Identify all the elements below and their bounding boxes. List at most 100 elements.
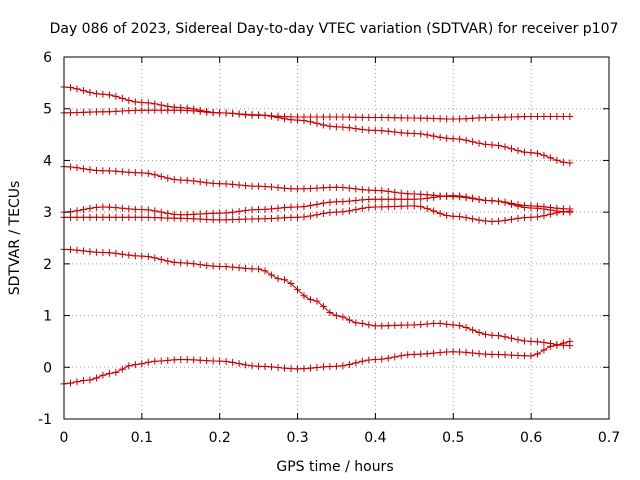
data-point xyxy=(99,167,107,175)
data-point xyxy=(196,178,204,186)
data-point xyxy=(339,208,347,216)
data-point xyxy=(66,163,74,171)
y-tick-label: 5 xyxy=(43,102,52,118)
data-point xyxy=(313,364,321,372)
data-point xyxy=(527,149,535,157)
data-point xyxy=(319,363,327,371)
data-point xyxy=(384,195,392,203)
data-point xyxy=(371,356,379,364)
data-point xyxy=(378,127,386,135)
data-point xyxy=(99,203,107,211)
data-point xyxy=(514,113,522,121)
data-point xyxy=(274,112,282,120)
x-tick-label: 0.4 xyxy=(364,430,386,446)
data-point xyxy=(144,106,152,114)
data-point xyxy=(268,183,276,191)
data-point xyxy=(222,109,230,117)
data-point xyxy=(527,337,535,345)
data-point xyxy=(488,141,496,149)
data-point xyxy=(319,113,327,121)
data-point xyxy=(196,261,204,269)
x-tick-label: 0.6 xyxy=(520,430,542,446)
data-point xyxy=(118,94,126,102)
data-point xyxy=(190,107,198,115)
data-point xyxy=(417,350,425,358)
data-point xyxy=(559,208,567,216)
y-tick-label: 4 xyxy=(43,153,52,169)
data-point xyxy=(520,337,528,345)
data-point xyxy=(138,99,146,107)
data-point xyxy=(255,215,263,223)
data-point xyxy=(131,205,139,213)
data-point xyxy=(456,348,464,356)
data-point xyxy=(339,362,347,370)
data-point xyxy=(170,176,178,184)
data-point xyxy=(319,184,327,192)
data-point xyxy=(553,341,561,349)
data-point xyxy=(527,213,535,221)
data-point xyxy=(170,356,178,364)
data-point xyxy=(79,108,87,116)
data-point xyxy=(332,312,340,320)
data-point xyxy=(306,113,314,121)
data-point xyxy=(391,195,399,203)
data-point xyxy=(222,357,230,365)
data-point xyxy=(151,171,159,179)
data-point xyxy=(371,203,379,211)
data-point xyxy=(313,211,321,219)
data-point xyxy=(229,180,237,188)
data-point xyxy=(540,212,548,220)
data-point xyxy=(293,113,301,121)
data-point xyxy=(112,107,120,115)
data-point xyxy=(261,182,269,190)
data-point xyxy=(125,107,133,115)
data-point xyxy=(345,197,353,205)
data-point xyxy=(566,207,574,215)
data-point xyxy=(261,112,269,120)
data-point xyxy=(417,195,425,203)
data-point xyxy=(384,354,392,362)
data-point xyxy=(144,169,152,177)
data-point xyxy=(449,192,457,200)
data-point xyxy=(138,106,146,114)
data-point xyxy=(443,211,451,219)
data-point xyxy=(514,351,522,359)
data-point xyxy=(462,115,470,123)
data-point xyxy=(287,203,295,211)
data-point xyxy=(229,216,237,224)
data-point xyxy=(326,122,334,130)
data-point xyxy=(449,115,457,123)
data-point xyxy=(495,350,503,358)
data-point xyxy=(242,182,250,190)
data-point xyxy=(144,253,152,261)
data-point xyxy=(300,213,308,221)
data-point xyxy=(488,114,496,122)
data-point xyxy=(248,206,256,214)
data-point xyxy=(268,271,276,279)
data-point xyxy=(384,187,392,195)
data-point xyxy=(540,205,548,213)
data-point xyxy=(248,265,256,273)
data-point xyxy=(345,361,353,369)
data-point xyxy=(358,196,366,204)
data-point xyxy=(287,280,295,288)
data-point xyxy=(229,208,237,216)
data-point xyxy=(73,246,81,254)
data-point xyxy=(540,112,548,120)
data-point xyxy=(73,109,81,117)
data-point xyxy=(520,113,528,121)
data-point xyxy=(190,215,198,223)
data-point xyxy=(423,320,431,328)
data-point xyxy=(501,113,509,121)
data-point xyxy=(339,123,347,131)
data-point xyxy=(66,213,74,221)
data-point xyxy=(183,356,191,364)
data-point xyxy=(144,213,152,221)
data-point xyxy=(151,214,159,222)
y-axis-label: SDTVAR / TECUs xyxy=(7,181,23,296)
data-point xyxy=(112,167,120,175)
data-point xyxy=(203,108,211,116)
data-point xyxy=(293,365,301,373)
data-point xyxy=(118,365,126,373)
data-point xyxy=(371,195,379,203)
